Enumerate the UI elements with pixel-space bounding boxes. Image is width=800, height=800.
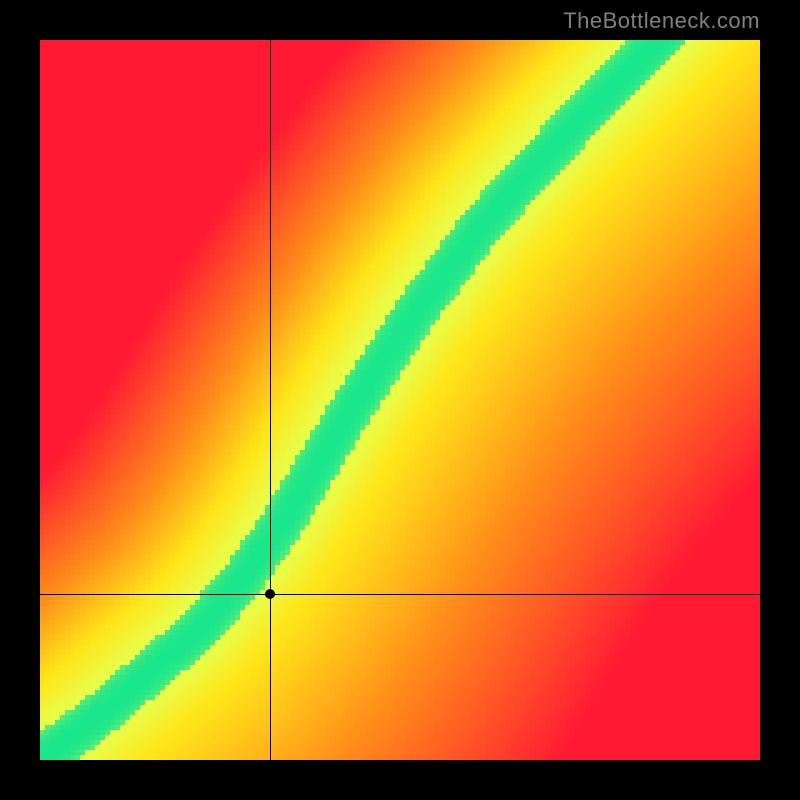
heatmap-plot bbox=[40, 40, 760, 760]
selection-marker bbox=[265, 589, 275, 599]
watermark-text: TheBottleneck.com bbox=[563, 8, 760, 34]
heatmap-canvas bbox=[40, 40, 760, 760]
crosshair-vertical bbox=[270, 40, 271, 760]
crosshair-horizontal bbox=[40, 594, 760, 595]
